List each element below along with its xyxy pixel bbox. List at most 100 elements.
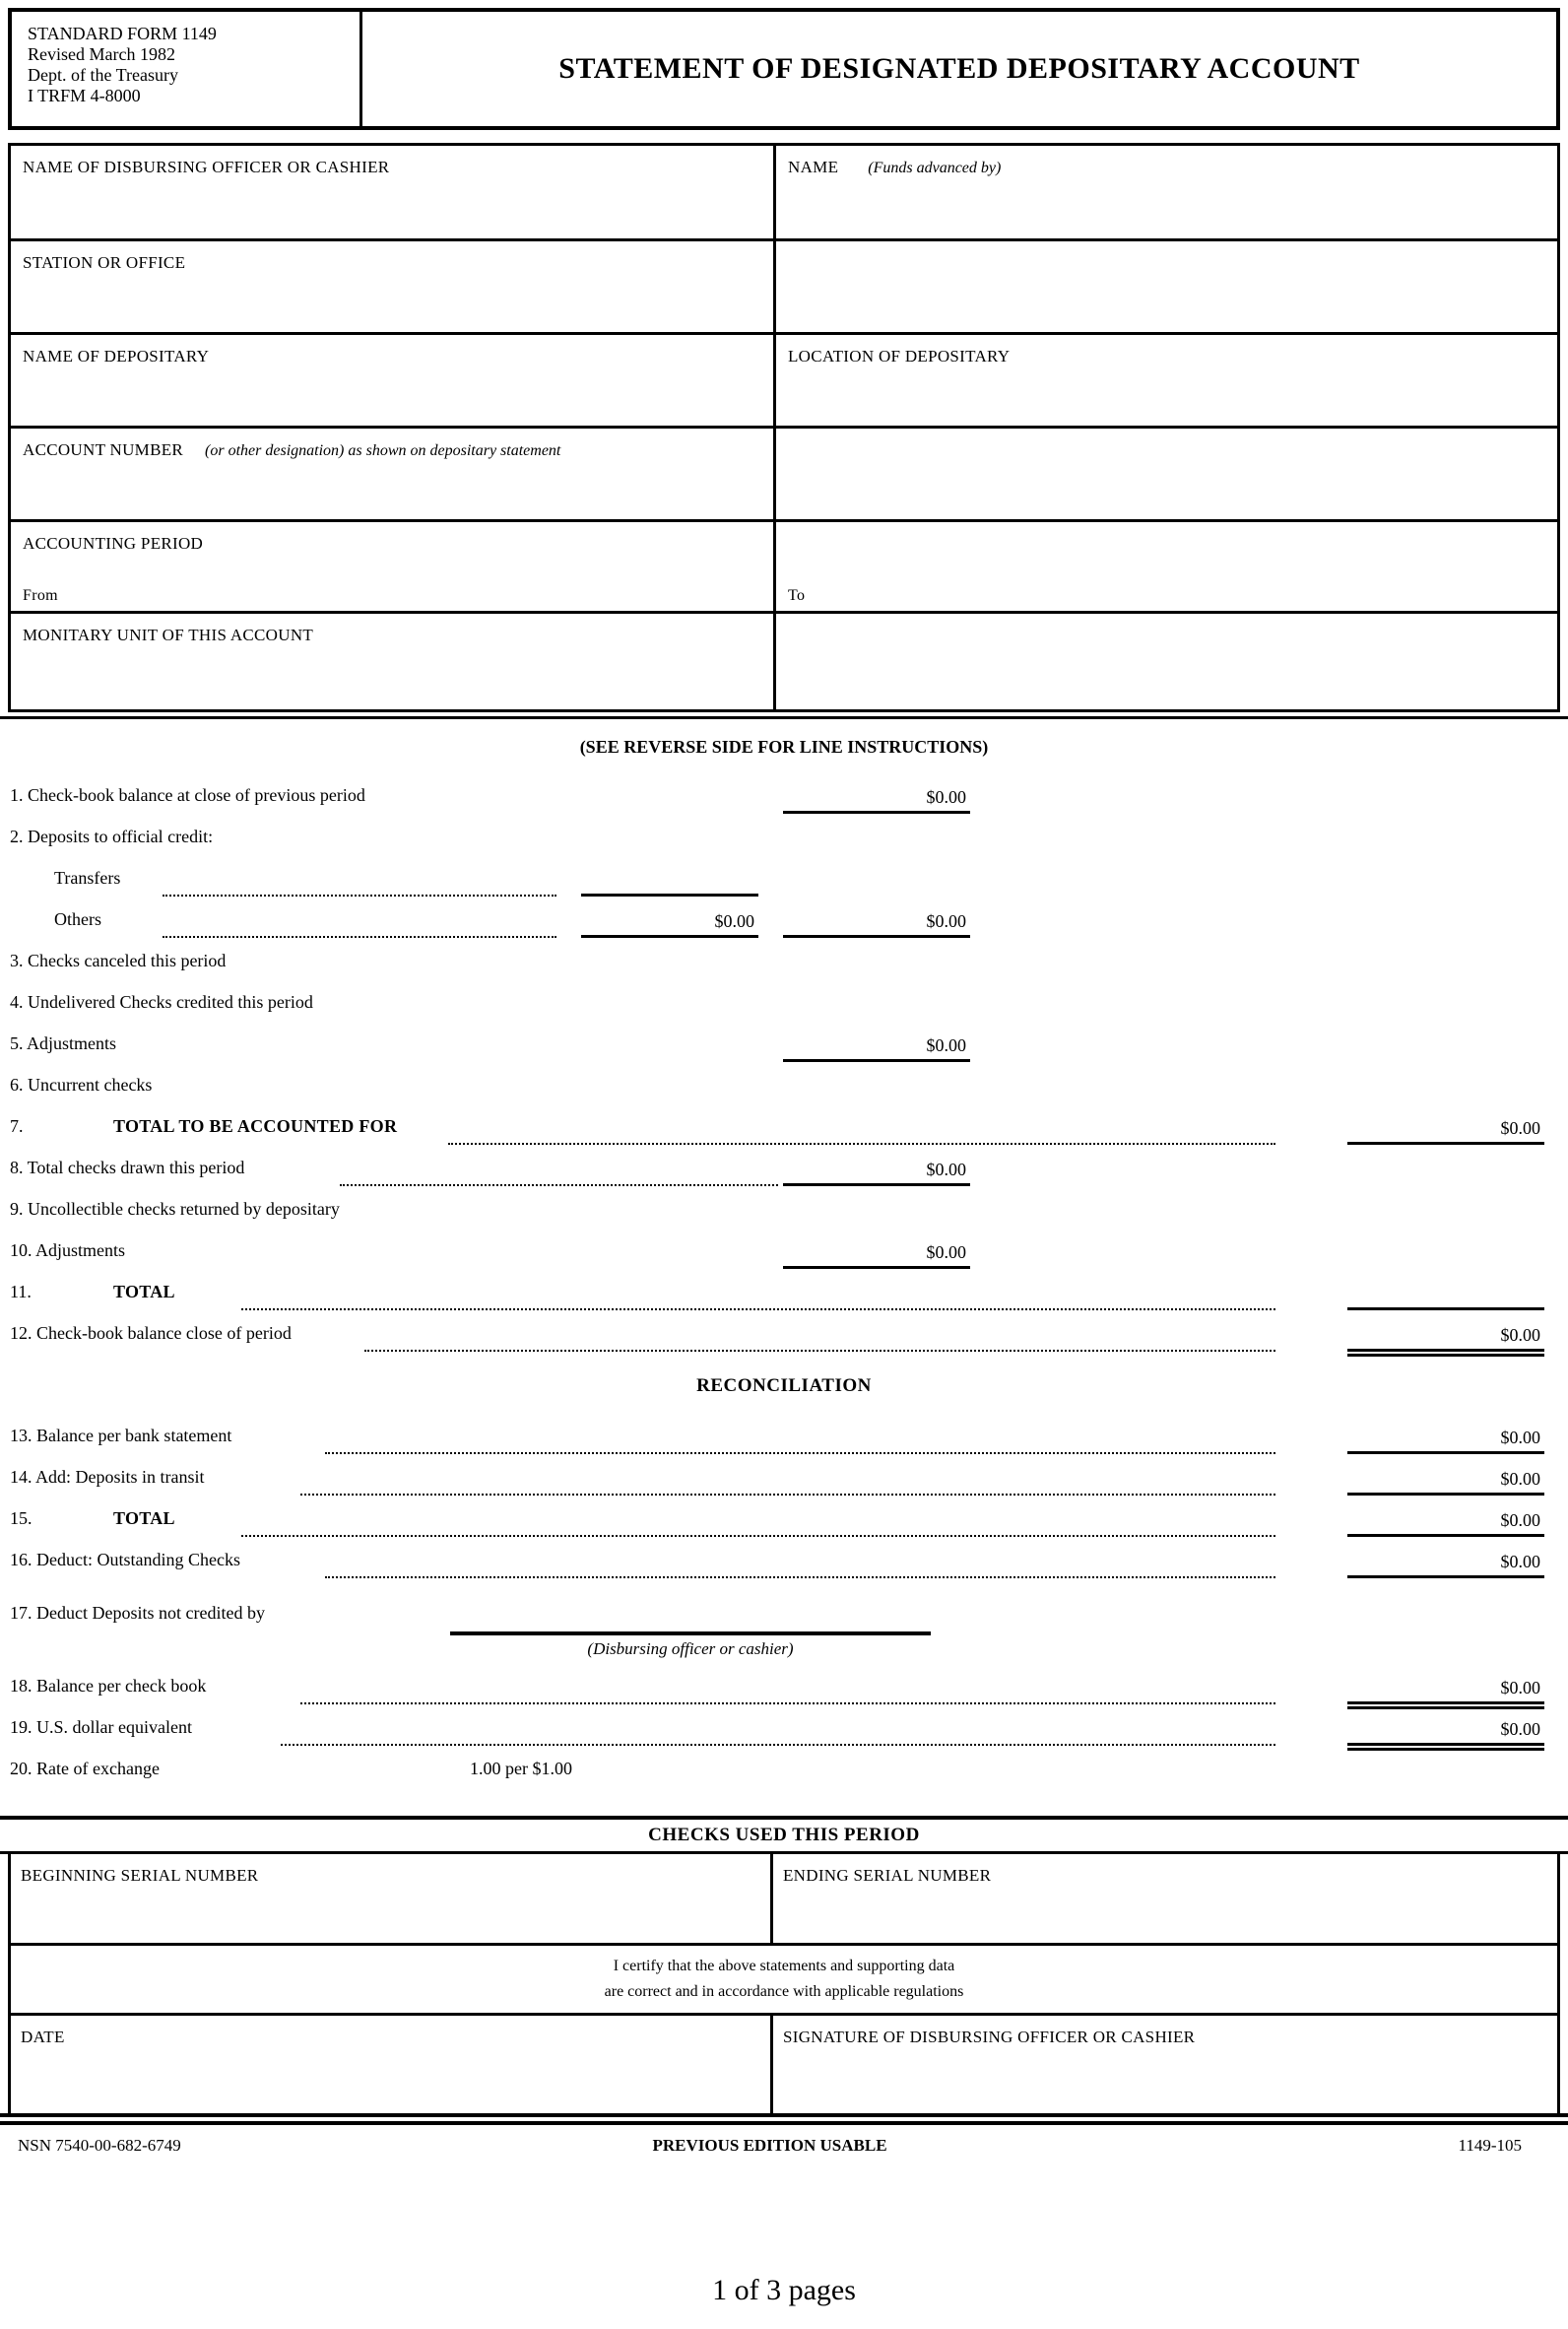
table-row: MONITARY UNIT OF THIS ACCOUNT bbox=[11, 611, 1557, 709]
others-amount-field[interactable]: $0.00 bbox=[581, 911, 758, 938]
disbursing-officer-write-in-line[interactable] bbox=[450, 1631, 931, 1635]
dotted-leader bbox=[281, 1744, 1275, 1746]
others-total-field[interactable]: $0.00 bbox=[783, 911, 970, 938]
signature-field[interactable]: SIGNATURE OF DISBURSING OFFICER OR CASHI… bbox=[773, 2016, 1557, 2113]
dotted-leader bbox=[300, 1494, 1275, 1496]
line-number: 11. bbox=[10, 1282, 32, 1301]
line12-amount-field[interactable]: $0.00 bbox=[1347, 1325, 1544, 1357]
to-label: To bbox=[788, 587, 806, 604]
form-line-9: 9. Uncollectible checks returned by depo… bbox=[0, 1190, 1568, 1231]
checks-used-table: BEGINNING SERIAL NUMBER ENDING SERIAL NU… bbox=[8, 1854, 1560, 2113]
line5-amount-field[interactable]: $0.00 bbox=[783, 1035, 970, 1062]
disbursing-officer-name-field[interactable]: NAME OF DISBURSING OFFICER OR CASHIER bbox=[11, 146, 776, 238]
write-in-caption: (Disbursing officer or cashier) bbox=[587, 1639, 794, 1658]
edition-note: PREVIOUS EDITION USABLE bbox=[652, 2136, 887, 2155]
line-label: 2. Deposits to official credit: bbox=[10, 827, 214, 846]
line-label: 9. Uncollectible checks returned by depo… bbox=[10, 1199, 340, 1219]
line-label: 3. Checks canceled this period bbox=[10, 951, 227, 970]
line18-amount-field[interactable]: $0.00 bbox=[1347, 1678, 1544, 1709]
line19-amount-field[interactable]: $0.00 bbox=[1347, 1719, 1544, 1751]
account-number-blank-cell[interactable] bbox=[776, 429, 1557, 519]
line-instructions-heading: (SEE REVERSE SIDE FOR LINE INSTRUCTIONS) bbox=[579, 737, 989, 757]
table-row: ACCOUNTING PERIOD From To bbox=[11, 519, 1557, 611]
line13-amount-field[interactable]: $0.00 bbox=[1347, 1428, 1544, 1454]
form-line-16: 16. Deduct: Outstanding Checks $0.00 bbox=[0, 1541, 1568, 1582]
nsn-number: NSN 7540-00-682-6749 bbox=[18, 2136, 181, 2155]
form-line-17-caption-row: (Disbursing officer or cashier) bbox=[0, 1635, 1568, 1667]
line-label: 5. Adjustments bbox=[10, 1033, 117, 1053]
line-number: 7. bbox=[10, 1116, 24, 1136]
form-line-13: 13. Balance per bank statement $0.00 bbox=[0, 1417, 1568, 1458]
beginning-serial-number-field[interactable]: BEGINNING SERIAL NUMBER bbox=[11, 1854, 773, 1943]
form-line-5: 5. Adjustments $0.00 bbox=[0, 1025, 1568, 1066]
form-line-2-transfers: Transfers bbox=[0, 859, 1568, 900]
account-info-table: NAME OF DISBURSING OFFICER OR CASHIER NA… bbox=[8, 143, 1560, 712]
field-note: (Funds advanced by) bbox=[868, 160, 1002, 176]
field-label: BEGINNING SERIAL NUMBER bbox=[21, 1866, 259, 1885]
form-line-10: 10. Adjustments $0.00 bbox=[0, 1231, 1568, 1273]
field-label: STATION OR OFFICE bbox=[23, 253, 186, 272]
form-line-11: 11. TOTAL bbox=[0, 1273, 1568, 1314]
line11-amount-field[interactable] bbox=[1347, 1304, 1544, 1310]
line16-amount-field[interactable]: $0.00 bbox=[1347, 1552, 1544, 1578]
ending-serial-number-field[interactable]: ENDING SERIAL NUMBER bbox=[773, 1854, 1557, 1943]
line14-amount-field[interactable]: $0.00 bbox=[1347, 1469, 1544, 1496]
form-line-19: 19. U.S. dollar equivalent $0.00 bbox=[0, 1708, 1568, 1751]
from-label: From bbox=[23, 587, 58, 604]
line-label: 1. Check-book balance at close of previo… bbox=[10, 785, 365, 805]
field-label: ACCOUNT NUMBER bbox=[23, 440, 184, 459]
depositary-name-field[interactable]: NAME OF DEPOSITARY bbox=[11, 335, 776, 426]
line1-amount-field[interactable]: $0.00 bbox=[783, 787, 970, 814]
monetary-unit-blank-cell[interactable] bbox=[776, 614, 1557, 709]
dotted-leader bbox=[325, 1452, 1275, 1454]
line-label: 10. Adjustments bbox=[10, 1240, 126, 1260]
form-id-line: Dept. of the Treasury bbox=[28, 65, 178, 85]
date-field[interactable]: DATE bbox=[11, 2016, 773, 2113]
field-label: NAME OF DISBURSING OFFICER OR CASHIER bbox=[23, 158, 390, 176]
form-id-line: STANDARD FORM 1149 bbox=[28, 24, 217, 43]
line-label: 16. Deduct: Outstanding Checks bbox=[10, 1550, 240, 1569]
dotted-leader bbox=[163, 936, 556, 938]
certification-line: are correct and in accordance with appli… bbox=[604, 1983, 964, 2000]
form-line-2-others: Others $0.00 $0.00 bbox=[0, 900, 1568, 942]
transfers-amount-field[interactable] bbox=[581, 891, 758, 897]
field-note: (or other designation) as shown on depos… bbox=[205, 442, 561, 459]
rate-of-exchange-field[interactable]: 1.00 per $1.00 bbox=[470, 1759, 572, 1778]
depositary-location-field[interactable]: LOCATION OF DEPOSITARY bbox=[776, 335, 1557, 426]
field-label: LOCATION OF DEPOSITARY bbox=[788, 347, 1011, 366]
form-line-20: 20. Rate of exchange 1.00 per $1.00 bbox=[0, 1750, 1568, 1791]
bottom-double-rule bbox=[0, 2113, 1568, 2125]
station-or-office-field[interactable]: STATION OR OFFICE bbox=[11, 241, 776, 332]
form-line-7: 7. TOTAL TO BE ACCOUNTED FOR $0.00 bbox=[0, 1107, 1568, 1149]
funds-advanced-name-field[interactable]: NAME (Funds advanced by) bbox=[776, 146, 1557, 238]
dotted-leader bbox=[364, 1350, 1275, 1352]
line-title: TOTAL TO BE ACCOUNTED FOR bbox=[113, 1116, 398, 1136]
page-number: 1 of 3 pages bbox=[712, 2274, 856, 2306]
dotted-leader bbox=[163, 895, 556, 897]
accounting-period-from-field[interactable]: ACCOUNTING PERIOD From bbox=[11, 522, 776, 611]
field-label: ACCOUNTING PERIOD bbox=[23, 534, 204, 553]
line15-amount-field[interactable]: $0.00 bbox=[1347, 1510, 1544, 1537]
dotted-leader bbox=[300, 1702, 1275, 1704]
line-label: Transfers bbox=[54, 868, 121, 888]
line7-amount-field[interactable]: $0.00 bbox=[1347, 1118, 1544, 1145]
monetary-unit-field[interactable]: MONITARY UNIT OF THIS ACCOUNT bbox=[11, 614, 776, 709]
form-line-14: 14. Add: Deposits in transit $0.00 bbox=[0, 1458, 1568, 1499]
form-footer: NSN 7540-00-682-6749 PREVIOUS EDITION US… bbox=[0, 2136, 1568, 2156]
line-label: 19. U.S. dollar equivalent bbox=[10, 1717, 192, 1737]
line8-amount-field[interactable]: $0.00 bbox=[783, 1160, 970, 1186]
line-items-section: 1. Check-book balance at close of previo… bbox=[0, 776, 1568, 1791]
table-row: STATION OR OFFICE bbox=[11, 238, 1557, 332]
line-label: 15. TOTAL bbox=[10, 1508, 175, 1529]
account-number-field[interactable]: ACCOUNT NUMBER (or other designation) as… bbox=[11, 429, 776, 519]
form-id-line: I TRFM 4-8000 bbox=[28, 86, 141, 105]
line-label: 20. Rate of exchange bbox=[10, 1759, 160, 1778]
dotted-leader bbox=[325, 1576, 1275, 1578]
field-label: DATE bbox=[21, 2028, 65, 2046]
form-id-block: STANDARD FORM 1149 Revised March 1982 De… bbox=[12, 12, 362, 126]
station-or-office-blank-cell[interactable] bbox=[776, 241, 1557, 332]
accounting-period-to-field[interactable]: To bbox=[776, 522, 1557, 611]
field-label: SIGNATURE OF DISBURSING OFFICER OR CASHI… bbox=[783, 2028, 1196, 2046]
checks-used-heading: CHECKS USED THIS PERIOD bbox=[0, 1816, 1568, 1854]
line10-amount-field[interactable]: $0.00 bbox=[783, 1242, 970, 1269]
